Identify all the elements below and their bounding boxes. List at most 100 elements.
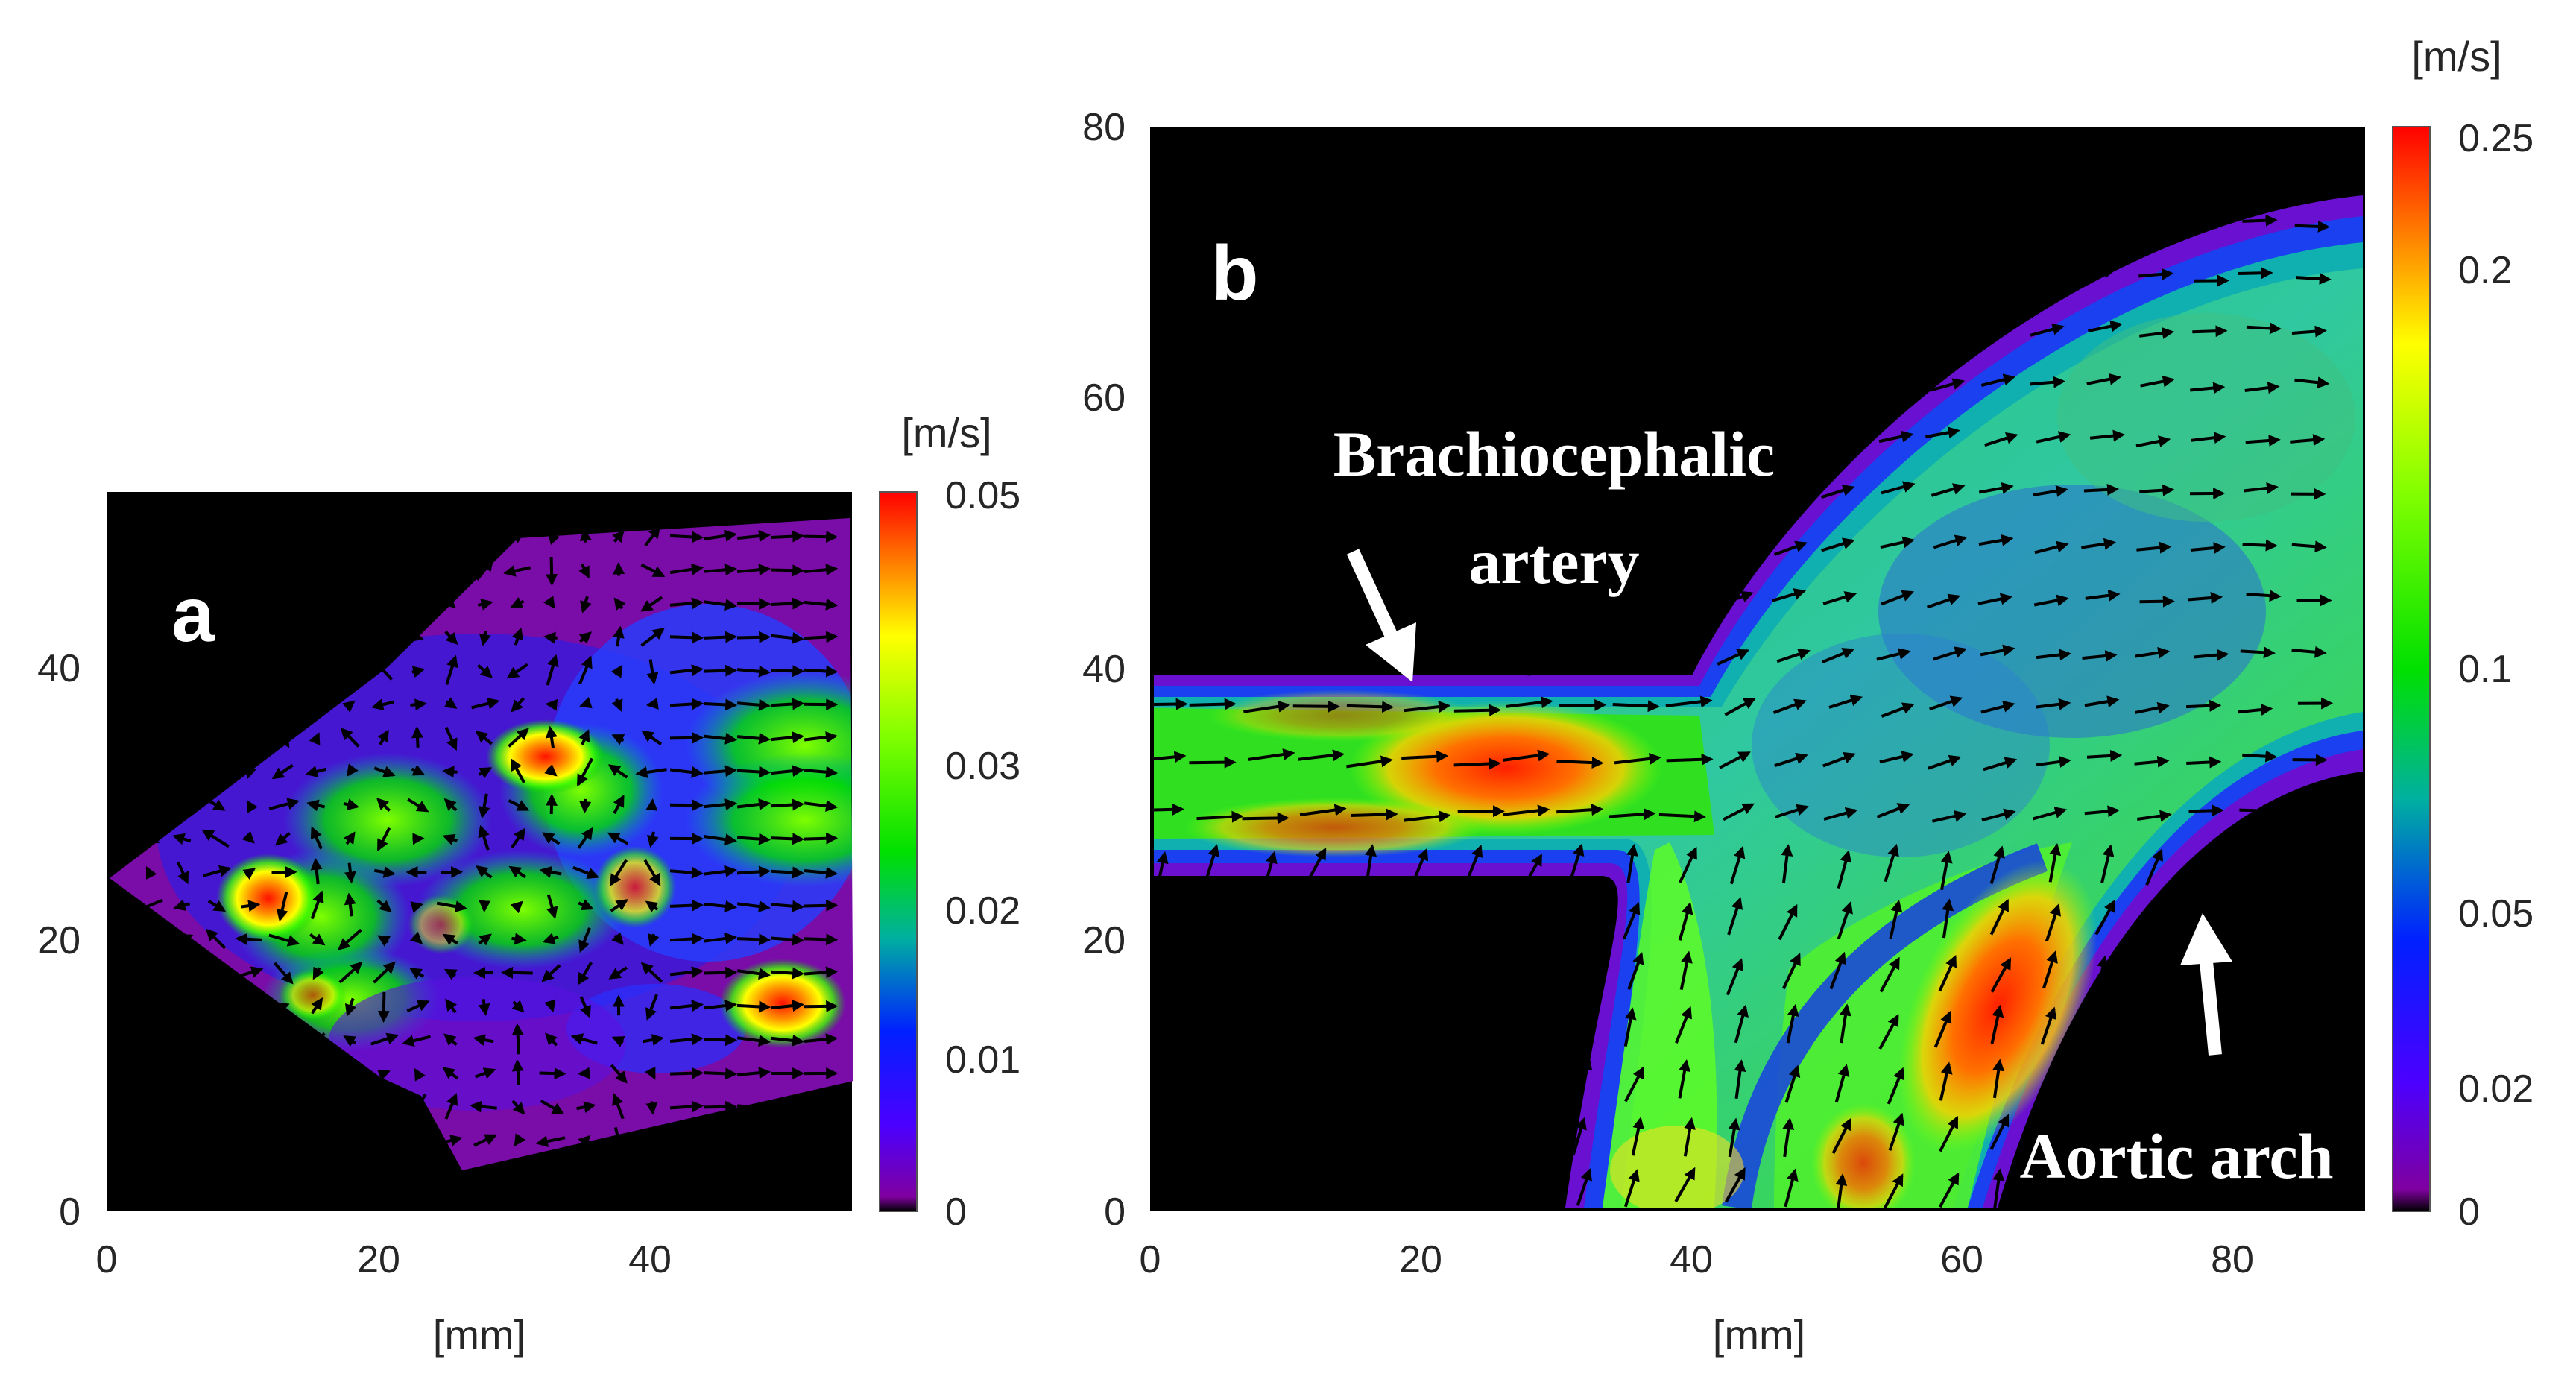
panel-b-y-ticks: 0 20 40 60 80 [1082,106,1126,1234]
vector-arrow [305,766,326,777]
vector-arrow [310,857,323,885]
vector-arrow [2083,483,2119,496]
vector-arrow [736,900,771,912]
vector-arrow [473,1134,497,1147]
vector-arrow [703,1067,738,1080]
vector-arrow [2242,214,2278,227]
vector-arrow [736,665,771,678]
vector-arrow [2240,646,2276,659]
vector-arrow [338,928,362,950]
vector-arrow [1831,1117,1852,1155]
vector-arrow [703,732,738,745]
vector-arrow [310,826,323,850]
annotation-aortic-arch: Aortic arch [2019,1120,2333,1192]
vector-arrow [611,932,624,945]
vector-arrow [176,861,189,885]
vector-arrow [669,1000,704,1012]
panel-a-letter: a [171,572,215,658]
vector-arrow [1622,902,1641,940]
vector-arrow [478,933,492,946]
y-tick-label: 0 [1104,1190,1126,1234]
vector-arrow [2245,434,2281,447]
vector-arrow [2045,903,2062,942]
panel-b-colorbar [2392,126,2431,1212]
panel-a-x-axis-label: [mm] [433,1311,525,1358]
vector-arrow [1883,1173,1904,1208]
vector-arrow [2135,435,2171,448]
vector-arrow [1939,1061,1953,1101]
vector-arrow [635,766,667,778]
vector-arrow [1933,534,1968,549]
vector-arrow [235,933,262,945]
vector-arrow [1679,950,1693,990]
vector-arrow [1929,695,1963,711]
vector-arrow [770,597,805,610]
vector-arrow [377,729,389,745]
vector-arrow [1727,897,1743,936]
vector-arrow [1884,843,1899,883]
vector-arrow [804,631,839,643]
vector-arrow [609,859,628,886]
vector-arrow [2296,594,2332,607]
vector-arrow [543,596,555,609]
vector-arrow [1938,954,1957,992]
vector-arrow [411,764,426,776]
vector-arrow [470,1100,497,1113]
vector-arrow [275,832,291,846]
vector-arrow [1292,700,1340,713]
vector-arrow [703,1034,738,1047]
vector-arrow [377,992,390,1023]
panel-b-letter: b [1211,230,1259,317]
vector-arrow [2291,540,2327,553]
vector-arrow [344,862,356,884]
vector-arrow [477,663,493,678]
vector-arrow [736,865,771,878]
vector-arrow [377,935,391,947]
vector-arrow [703,900,738,912]
vector-arrow [2088,320,2123,333]
vector-arrow [607,764,628,779]
vector-arrow [1683,1117,1696,1157]
vector-arrow [276,892,288,922]
vector-arrow [2186,756,2222,769]
vector-arrow [1925,426,1960,439]
panel-a: 0 20 40 0 20 40 [mm] a [m/s] 0 0.01 0.02… [37,409,1020,1358]
vector-arrow [2194,649,2229,661]
vector-arrow [770,798,805,811]
vector-arrow [442,933,458,946]
vector-arrow [610,899,628,912]
vector-arrow [473,1034,494,1046]
vector-arrow [644,526,661,547]
vector-arrow [645,1101,658,1115]
vector-arrow [1989,1114,2010,1151]
vector-arrow [546,654,559,686]
vector-arrow [373,961,396,984]
vector-arrow [736,1067,771,1079]
vector-arrow [770,833,805,845]
colorbar-tick-label: 0.05 [945,474,1020,517]
vector-arrow [1401,750,1449,763]
vector-arrow [2246,322,2282,335]
vector-arrow [1719,751,1751,769]
panel-a-y-ticks: 0 20 40 [37,647,80,1234]
vector-arrow [343,798,360,810]
vector-arrow [1609,808,1656,821]
vector-arrow [1623,1007,1637,1047]
vector-arrow [442,1067,459,1080]
vector-arrow [2134,755,2170,768]
vector-arrow [578,1067,590,1079]
vector-arrow [736,798,771,810]
vector-arrow [736,833,771,845]
vector-arrow [1977,593,2013,605]
vector-arrow [1453,704,1502,716]
vector-arrow [409,968,425,980]
vector-arrow [703,833,737,846]
vector-arrow [443,1033,458,1047]
vector-arrow [441,865,464,878]
vector-arrow [612,1093,625,1120]
vector-arrow [1626,843,1638,883]
vector-arrow [703,698,738,711]
vector-arrow [511,933,527,945]
panel-b: 0 20 40 60 80 0 20 40 60 80 [mm] b Brach… [1082,33,2534,1358]
vector-arrow [703,798,738,811]
